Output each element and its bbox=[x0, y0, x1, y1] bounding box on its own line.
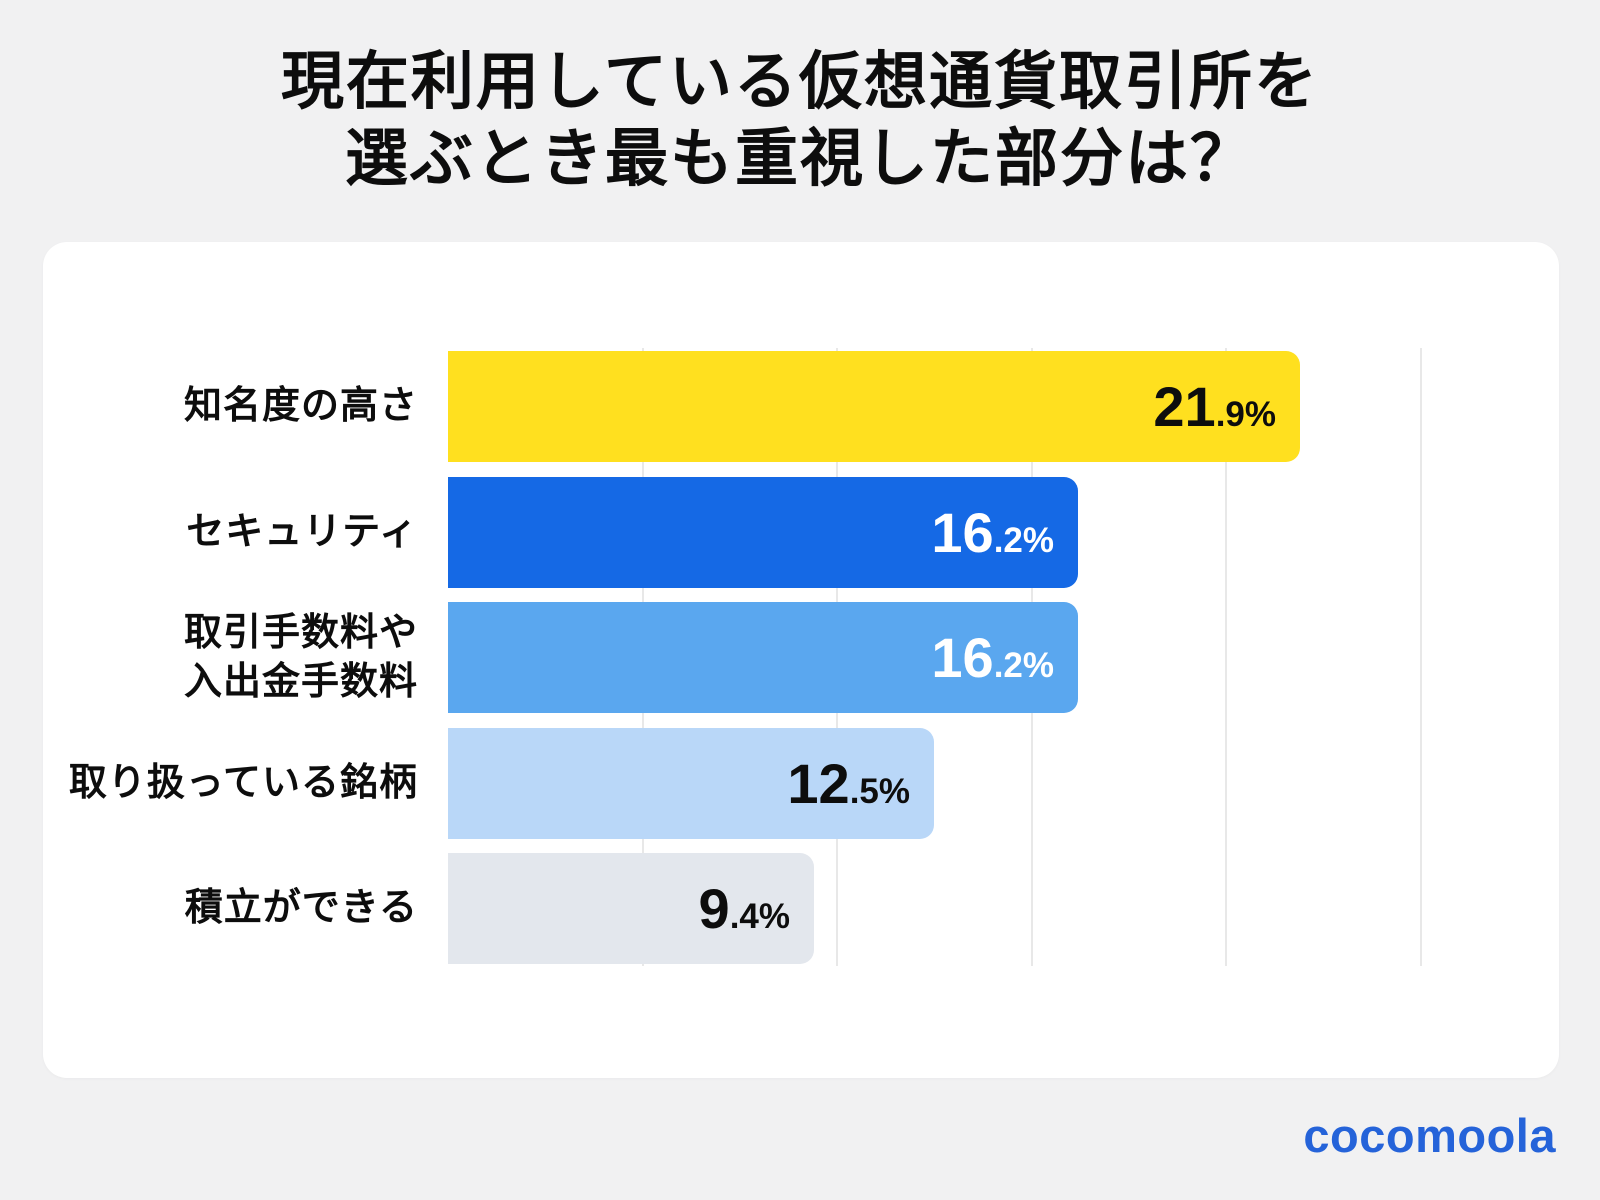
category-label-line: 入出金手数料 bbox=[183, 660, 418, 703]
chart-title-line-2: 選ぶとき最も重視した部分は？ bbox=[345, 123, 1255, 194]
bar-value-fraction: .2% bbox=[993, 646, 1054, 685]
bar-value-fraction: .2% bbox=[993, 520, 1054, 560]
bar-value-integer: 9 bbox=[698, 877, 730, 940]
bar-3: 16.2% bbox=[448, 602, 1078, 713]
category-label-4: 取り扱っている銘柄 bbox=[58, 728, 418, 839]
bar-2: 16.2% bbox=[448, 476, 1078, 588]
cocomoola-logo: cocomoola bbox=[1303, 1109, 1556, 1162]
bar-value-integer: 16 bbox=[931, 500, 994, 564]
category-label-2: セキュリティ bbox=[58, 477, 418, 588]
category-label-line: 積立ができる bbox=[184, 887, 418, 930]
category-label-5: 積立ができる bbox=[58, 853, 418, 964]
bar-value-fraction: .4% bbox=[729, 897, 790, 936]
bar-value-integer: 12 bbox=[787, 751, 850, 815]
category-label-1: 知名度の高さ bbox=[58, 351, 418, 462]
bar-value-1: 21.9% bbox=[1153, 374, 1276, 439]
category-label-line: 取引手数料や bbox=[183, 611, 418, 654]
bar-value-2: 16.2% bbox=[931, 500, 1054, 565]
bar-5: 9.4% bbox=[448, 853, 814, 964]
category-label-line: セキュリティ bbox=[186, 510, 418, 553]
category-label-line: 取り扱っている銘柄 bbox=[68, 761, 418, 804]
bar-value-4: 12.5% bbox=[787, 751, 910, 816]
bar-value-integer: 16 bbox=[931, 626, 994, 689]
bar-value-3: 16.2% bbox=[931, 625, 1054, 690]
bar-4: 12.5% bbox=[448, 727, 934, 839]
chart-title-line-1: 現在利用している仮想通貨取引所を bbox=[280, 47, 1320, 117]
gridline-25-percent bbox=[1419, 348, 1422, 966]
chart-title: 現在利用している仮想通貨取引所を 選ぶとき最も重視した部分は？ bbox=[0, 44, 1600, 198]
bar-value-fraction: .9% bbox=[1215, 395, 1276, 434]
bar-value-5: 9.4% bbox=[699, 876, 790, 941]
category-label-3: 取引手数料や 入出金手数料 bbox=[58, 602, 418, 713]
category-label-line: 知名度の高さ bbox=[183, 385, 418, 428]
bar-1: 21.9% bbox=[448, 351, 1300, 462]
bar-value-fraction: .5% bbox=[849, 771, 910, 811]
gridline-20-percent bbox=[1225, 348, 1227, 966]
bar-value-integer: 21 bbox=[1153, 375, 1216, 438]
